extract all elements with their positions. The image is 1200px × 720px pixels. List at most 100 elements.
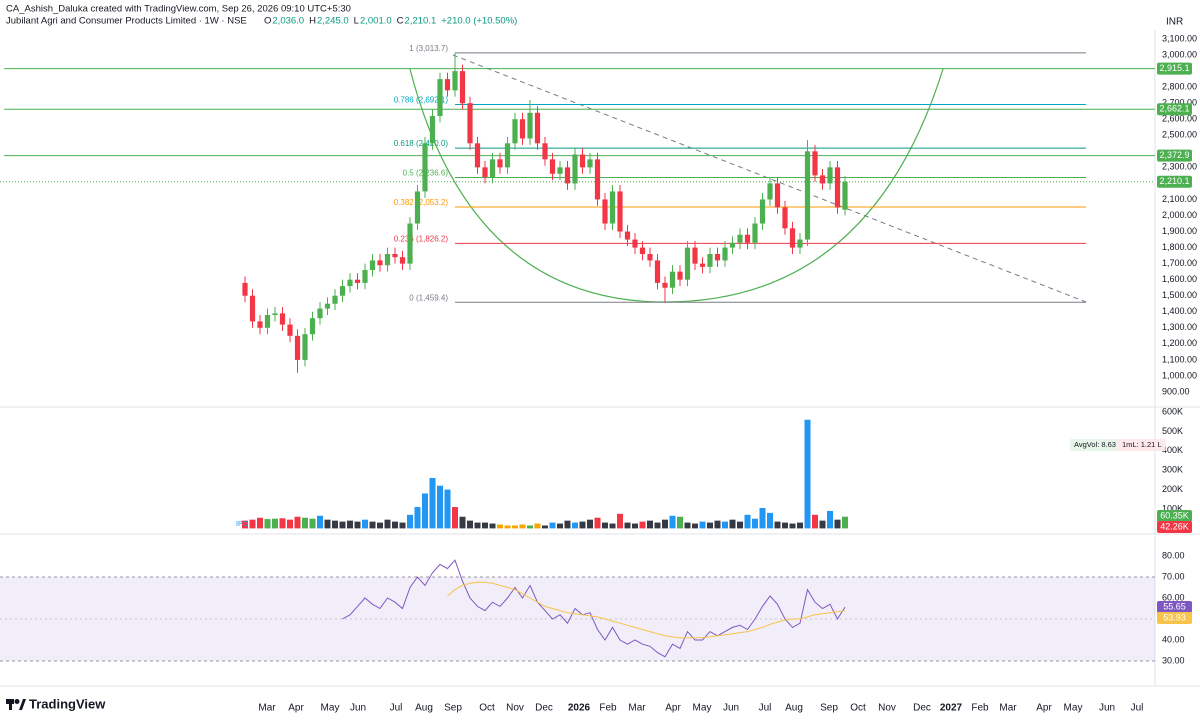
ipo-label: IPO: [236, 521, 249, 528]
candle-body: [782, 207, 788, 229]
x-tick-label: Mar: [258, 703, 276, 714]
volume-bar: [422, 493, 428, 529]
volume-badge-bg: [1157, 510, 1192, 522]
candle-body: [549, 159, 556, 174]
y-tick-label: 600K: [1162, 406, 1183, 416]
currency-label: INR: [1166, 17, 1183, 28]
price-badge: 2,372.9: [1159, 150, 1189, 160]
volume-bar: [587, 519, 593, 529]
candle-body: [542, 143, 548, 160]
candle-body: [519, 119, 526, 139]
candle-body: [587, 159, 593, 168]
volume-bar: [407, 514, 413, 529]
candle-body: [789, 228, 796, 248]
volume-bar: [444, 489, 451, 529]
candle-body: [752, 223, 758, 243]
volume-bar: [549, 522, 556, 529]
candle-body: [377, 260, 383, 266]
volume-bar: [774, 521, 781, 529]
ohlc-value: 2,245.0: [317, 16, 349, 27]
candle-body: [684, 247, 691, 280]
volume-bar: [797, 522, 803, 529]
volume-bar: [827, 510, 833, 529]
candle-body: [812, 151, 818, 176]
volume-bar: [332, 520, 338, 529]
price-badge-bg: [1157, 103, 1192, 116]
volume-bar: [789, 523, 796, 529]
x-tick-label: Oct: [479, 703, 495, 714]
volume-bar: [324, 519, 331, 529]
volume-bar: [647, 520, 653, 529]
candle-body: [347, 279, 353, 287]
y-tick-label: 200K: [1162, 484, 1183, 494]
x-tick-label: Feb: [599, 703, 617, 714]
candle-body: [662, 282, 668, 288]
x-tick-label: Aug: [785, 703, 803, 714]
volume-bar: [497, 524, 503, 529]
volume-bar: [512, 525, 518, 529]
fib-label: 0.382 (2,053.2): [394, 198, 449, 207]
volume-bar: [452, 507, 458, 529]
x-tick-label: Dec: [913, 703, 931, 714]
volume-bar: [639, 521, 646, 529]
y-tick-label: 900.00: [1162, 386, 1190, 396]
volume-bar: [804, 419, 811, 529]
rsi-badge-bg: [1157, 601, 1192, 613]
x-tick-label: Mar: [999, 703, 1017, 714]
volume-bar: [579, 521, 586, 529]
y-tick-label: 1,900.00: [1162, 226, 1197, 236]
volume-bar: [662, 519, 668, 529]
price-badge-bg: [1157, 149, 1192, 162]
volume-bar: [482, 522, 488, 529]
volume-bar: [384, 519, 391, 529]
candle-body: [362, 270, 368, 283]
volume-badge-bg: [1157, 521, 1192, 533]
volume-bar: [249, 519, 256, 529]
x-tick-label: 2027: [940, 703, 963, 714]
volume-bar: [572, 522, 578, 529]
ohlc-key: C: [397, 16, 404, 27]
y-tick-label: 400K: [1162, 445, 1183, 455]
candle-body: [737, 234, 743, 243]
volume-bar: [692, 523, 698, 529]
candle-body: [654, 260, 661, 283]
candle-body: [579, 154, 586, 168]
creator-note: CA_Ashish_Daluka created with TradingVie…: [6, 4, 351, 15]
candle-body: [257, 321, 263, 328]
volume-bar: [354, 521, 361, 529]
volume-bar: [392, 521, 398, 529]
y-tick-label: 1,600.00: [1162, 274, 1197, 284]
x-tick-label: May: [321, 703, 340, 714]
ohlc-value: 2,210.1: [405, 16, 437, 27]
volume-bar: [684, 522, 691, 529]
candle-body: [594, 159, 601, 200]
candle-body: [624, 231, 631, 240]
candle-body: [677, 271, 683, 280]
price-change: +210.0 (+10.50%): [441, 16, 517, 27]
volume-bar: [474, 522, 481, 529]
x-tick-label: Feb: [971, 703, 989, 714]
volume-bar: [242, 520, 248, 529]
candle-body: [399, 257, 406, 264]
x-tick-label: Jun: [350, 703, 366, 714]
fib-label: 0.236 (1,826.2): [394, 234, 449, 243]
volume-bar: [669, 515, 676, 529]
candle-body: [767, 183, 773, 200]
candle-body: [699, 263, 706, 267]
rsi-badge-bg: [1157, 612, 1192, 624]
y-tick-label: 2,800.00: [1162, 82, 1197, 92]
y-tick-label: 2,000.00: [1162, 210, 1197, 220]
candle-body: [774, 183, 781, 208]
rsi-line: [447, 581, 846, 639]
x-tick-label: Jun: [1099, 703, 1115, 714]
candle-body: [249, 295, 256, 322]
candle-body: [527, 112, 533, 139]
x-tick-label: Nov: [506, 703, 524, 714]
volume-badge: 60.35K: [1160, 510, 1189, 520]
candle-body: [632, 239, 638, 248]
candle-body: [317, 308, 323, 319]
candle-body: [332, 295, 338, 304]
y-tick-label: 1,700.00: [1162, 258, 1197, 268]
